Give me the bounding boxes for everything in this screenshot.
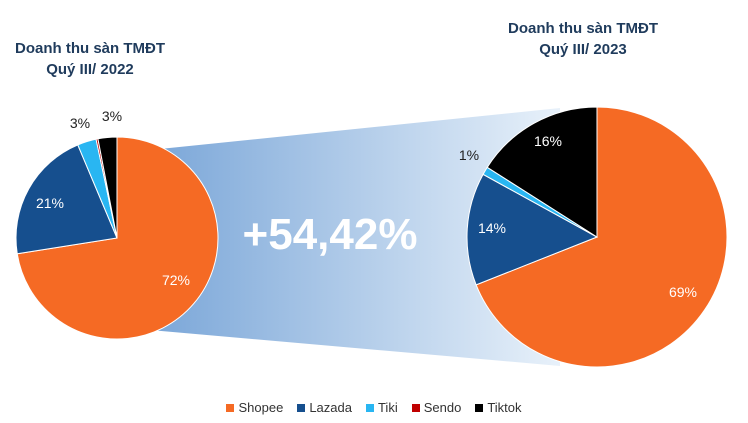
legend-item-shopee: Shopee [226, 400, 283, 415]
data-label-tiktok: 3% [102, 108, 122, 124]
pie-slice-tiktok [97, 136, 118, 239]
data-label-tiktok: 16% [534, 133, 562, 149]
data-label-shopee: 72% [162, 272, 190, 288]
title-text: Doanh thu sàn TMĐT [15, 40, 165, 57]
pie-2023: 69% 14% 1% 16% [459, 106, 728, 368]
legend: Shopee Lazada Tiki Sendo Tiktok [0, 400, 748, 415]
growth-label: +54,42% [242, 210, 418, 259]
growth-band [150, 108, 560, 366]
data-label-shopee: 69% [669, 284, 697, 300]
legend-label: Tiki [377, 400, 398, 415]
title-text: Doanh thu sàn TMĐT [508, 20, 658, 37]
chart-title-2022: Doanh thu sàn TMĐT Quý III/ 2022 [0, 38, 180, 80]
legend-item-tiktok: Tiktok [475, 400, 522, 415]
data-label-tiki: 1% [459, 147, 479, 163]
legend-swatch [297, 403, 306, 412]
legend-swatch [365, 403, 374, 412]
legend-swatch [411, 403, 420, 412]
subtitle-text: Quý III/ 2022 [46, 61, 134, 78]
pie-slice-lazada [15, 144, 118, 255]
legend-swatch [226, 403, 235, 412]
legend-swatch [475, 403, 484, 412]
pie-slice-lazada [466, 173, 599, 286]
legend-item-tiki: Tiki [365, 400, 398, 415]
legend-label: Lazada [309, 400, 352, 415]
data-label-tiki: 3% [70, 115, 90, 131]
pie-2022: 72% 21% 3% 3% [15, 108, 219, 340]
legend-label: Shopee [238, 400, 284, 415]
legend-label: Tiktok [487, 400, 522, 415]
pie-slice-shopee [16, 136, 219, 340]
legend-item-sendo: Sendo [411, 400, 462, 415]
pie-slice-tiktok [486, 106, 598, 238]
data-label-lazada: 21% [36, 195, 64, 211]
chart-title-2023: Doanh thu sàn TMĐT Quý III/ 2023 [498, 18, 668, 60]
pie-slice-shopee [475, 106, 728, 368]
data-label-lazada: 14% [478, 220, 506, 236]
subtitle-text: Quý III/ 2023 [539, 41, 627, 58]
legend-item-lazada: Lazada [297, 400, 352, 415]
legend-label: Sendo [423, 400, 462, 415]
